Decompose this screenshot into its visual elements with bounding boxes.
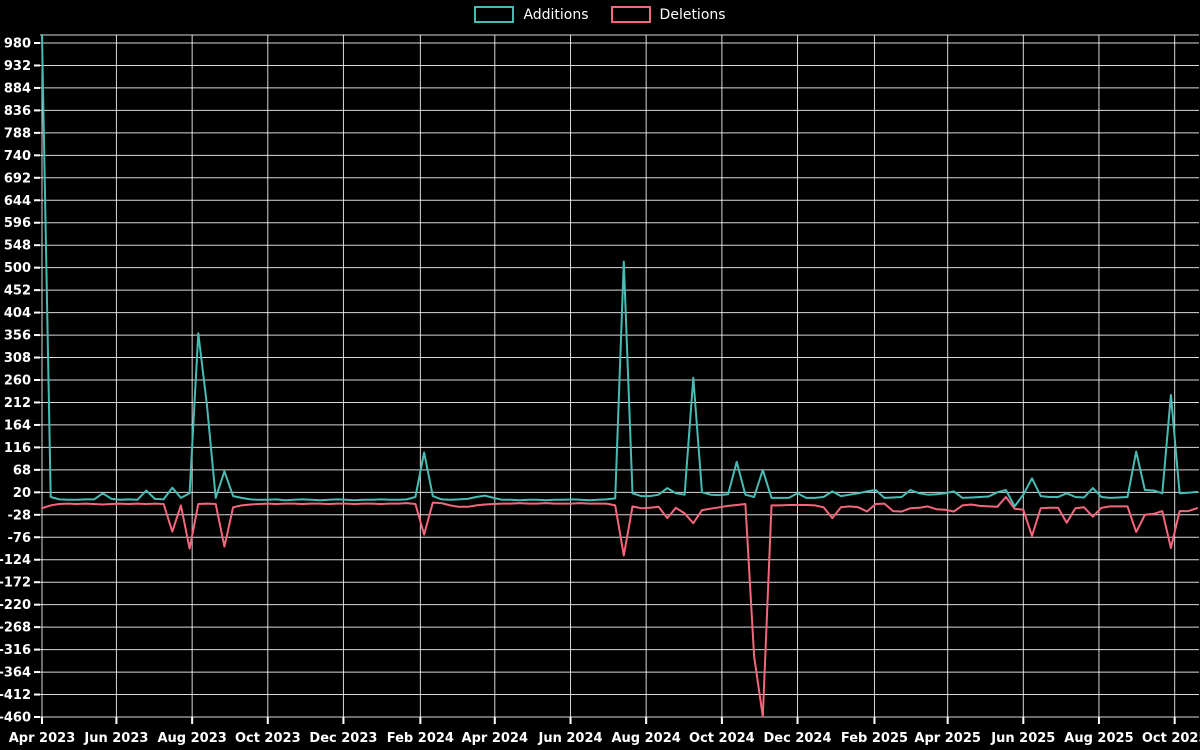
x-tick-label: Oct 2025 xyxy=(1142,731,1200,746)
y-tick-label: -412 xyxy=(0,688,31,703)
x-tick-label: Aug 2023 xyxy=(157,731,226,746)
chart-legend: Additions Deletions xyxy=(0,6,1200,23)
y-tick-label: 740 xyxy=(4,149,31,164)
y-tick-label: 164 xyxy=(4,418,31,433)
y-tick-label: 308 xyxy=(4,351,31,366)
y-tick-label: -268 xyxy=(0,621,31,636)
legend-label-deletions: Deletions xyxy=(659,6,726,23)
x-tick-label: Jun 2024 xyxy=(537,731,602,746)
deletions-line xyxy=(41,496,1198,718)
y-tick-label: 68 xyxy=(13,463,31,478)
y-tick-label: -364 xyxy=(0,666,31,681)
x-tick-label: Dec 2023 xyxy=(309,731,377,746)
x-tick-label: Jun 2025 xyxy=(990,731,1055,746)
y-tick-label: -124 xyxy=(0,553,31,568)
x-tick-label: Apr 2025 xyxy=(914,731,981,746)
x-tick-label: Apr 2024 xyxy=(462,731,529,746)
x-tick-label: Aug 2024 xyxy=(611,731,680,746)
x-tick-label: Oct 2024 xyxy=(689,731,755,746)
y-tick-label: 548 xyxy=(4,239,31,254)
y-tick-label: 452 xyxy=(4,284,31,299)
y-tick-label: 692 xyxy=(4,171,31,186)
additions-line xyxy=(41,34,1198,508)
x-tick-label: Oct 2023 xyxy=(235,731,301,746)
x-tick-label: Feb 2025 xyxy=(841,731,908,746)
y-tick-label: 116 xyxy=(4,441,31,456)
y-tick-label: -172 xyxy=(0,576,31,591)
y-tick-label: -76 xyxy=(8,531,32,546)
legend-item-deletions[interactable]: Deletions xyxy=(610,6,726,23)
y-tick-label: 596 xyxy=(4,216,31,231)
y-tick-label: 884 xyxy=(4,81,31,96)
x-tick-label: Aug 2025 xyxy=(1064,731,1133,746)
x-tick-label: Feb 2024 xyxy=(387,731,454,746)
x-tick-label: Dec 2024 xyxy=(764,731,832,746)
y-tick-label: 260 xyxy=(4,374,31,389)
y-tick-label: 20 xyxy=(13,486,31,501)
y-tick-label: 212 xyxy=(4,396,31,411)
y-tick-label: 356 xyxy=(4,329,31,344)
x-tick-label: Jun 2023 xyxy=(83,731,148,746)
legend-label-additions: Additions xyxy=(523,6,589,23)
y-tick-label: 836 xyxy=(4,104,31,119)
y-tick-label: -28 xyxy=(8,508,32,523)
y-tick-label: -220 xyxy=(0,598,31,613)
y-tick-label: 500 xyxy=(4,261,31,276)
y-tick-label: 932 xyxy=(4,59,31,74)
y-tick-label: 788 xyxy=(4,126,31,141)
y-tick-label: -460 xyxy=(0,711,31,726)
y-tick-label: 404 xyxy=(4,306,31,321)
y-tick-label: 644 xyxy=(4,194,31,209)
deletions-swatch-icon xyxy=(610,6,651,23)
x-tick-label: Apr 2023 xyxy=(9,731,76,746)
additions-swatch-icon xyxy=(474,6,515,23)
y-tick-label: -316 xyxy=(0,643,31,658)
legend-item-additions[interactable]: Additions xyxy=(474,6,589,23)
y-tick-label: 980 xyxy=(4,37,31,52)
